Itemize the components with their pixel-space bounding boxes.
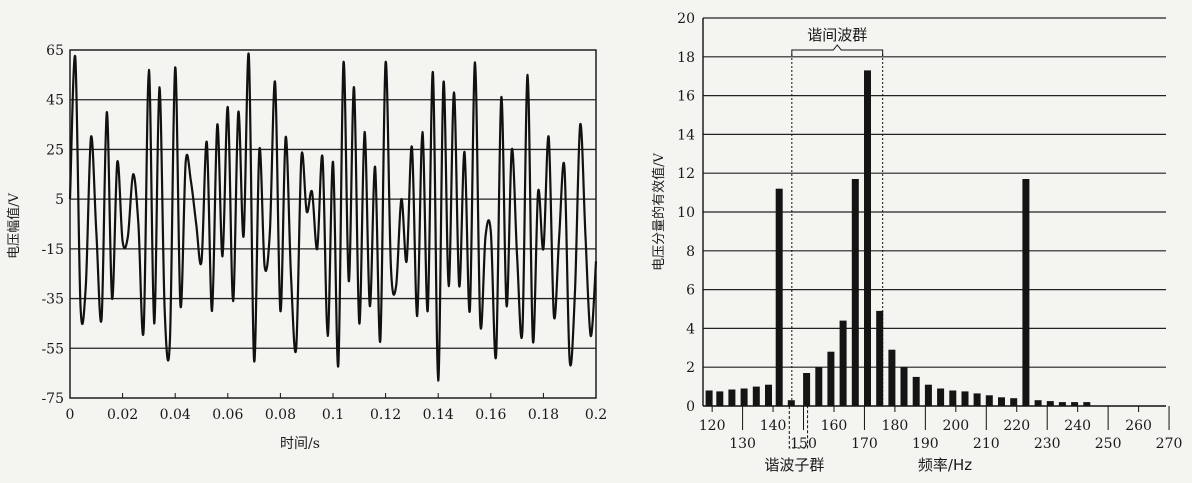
spectrum-x-tick-label: 140 [760, 418, 787, 434]
frequency-spectrum-chart: 0 2 4 6 8 10 12 14 16 18 20 1201301401501601701801… [651, 11, 1182, 474]
harmonic-subgroup-box: 谐波子群 [764, 406, 824, 474]
time-chart-y-tick-label: -75 [41, 391, 64, 407]
spectrum-x-tick-label: 200 [942, 418, 969, 434]
voltage-waveform-line [68, 52, 598, 382]
time-chart-gridlines [70, 99, 596, 349]
spectrum-y-tick-label: 0 [686, 399, 695, 415]
time-chart-y-tick-label: 45 [46, 93, 64, 109]
spectrum-bar [924, 384, 932, 406]
spectrum-y-tick-label: 10 [677, 205, 695, 221]
spectrum-bar [912, 376, 920, 406]
spectrum-chart-gridlines [703, 17, 1166, 368]
spectrum-x-ticks: 1201301401501601701801902002102202302402… [699, 406, 1183, 452]
time-chart-x-tick-label: 0.04 [160, 407, 191, 423]
time-chart-frame [69, 49, 597, 399]
spectrum-bar [876, 310, 884, 406]
time-chart-x-tick-label: 0.18 [528, 407, 559, 423]
spectrum-bar [888, 349, 896, 406]
time-domain-chart: 65 45 25 5 -15 -35 -55 -75 0 0.02 0.04 0.06 0.08 0.1… [6, 43, 607, 452]
spectrum-x-tick-label: 180 [882, 418, 909, 434]
spectrum-bar [803, 373, 811, 406]
spectrum-y-tick-label: 14 [677, 127, 695, 143]
spectrum-bar [900, 367, 908, 406]
spectrum-bar [1071, 402, 1079, 406]
time-chart-x-tick-label: 0.16 [475, 407, 506, 423]
spectrum-bar [815, 367, 823, 406]
spectrum-bar [765, 384, 772, 406]
spectrum-bar [1034, 400, 1042, 406]
spectrum-bar [1058, 402, 1066, 406]
spectrum-bar [827, 351, 835, 406]
spectrum-bar [839, 320, 847, 406]
harmonic-subgroup-label: 谐波子群 [764, 456, 824, 474]
time-chart-x-tick-label: 0 [66, 407, 75, 423]
time-chart-x-tick-label: 0.08 [265, 407, 296, 423]
spectrum-bar [937, 388, 945, 406]
time-chart-y-tick-label: 65 [46, 43, 64, 59]
spectrum-x-tick-label: 130 [729, 436, 756, 452]
spectrum-bar [1046, 401, 1054, 406]
spectrum-x-tick-label: 160 [821, 418, 848, 434]
spectrum-x-tick-label: 270 [1156, 436, 1183, 452]
spectrum-bar [961, 391, 969, 406]
time-chart-x-axis-label: 时间/s [280, 436, 320, 452]
interharmonic-group-box: 谐间波群 [791, 26, 884, 406]
spectrum-bar [985, 395, 993, 406]
time-chart-y-tick-label: -15 [41, 242, 64, 258]
time-chart-x-tick-label: 0.06 [212, 407, 243, 423]
spectrum-x-tick-label: 240 [1064, 418, 1091, 434]
time-chart-x-tick-label: 0.02 [107, 407, 138, 423]
spectrum-y-ticks: 0 2 4 6 8 10 12 14 16 18 20 [677, 11, 695, 415]
spectrum-x-tick-label: 170 [851, 436, 878, 452]
spectrum-y-tick-label: 6 [686, 283, 695, 299]
spectrum-x-tick-label: 190 [912, 436, 939, 452]
spectrum-bar [740, 388, 748, 406]
spectrum-y-tick-label: 18 [677, 50, 695, 66]
spectrum-x-tick-label: 250 [1095, 436, 1122, 452]
interharmonic-group-label: 谐间波群 [807, 26, 867, 44]
spectrum-y-tick-label: 4 [686, 321, 695, 337]
time-chart-y-tick-label: -35 [41, 292, 64, 308]
spectrum-bar [1022, 179, 1030, 406]
spectrum-bar [775, 188, 783, 406]
spectrum-bar [716, 391, 724, 406]
spectrum-bar [787, 400, 795, 406]
spectrum-bars [705, 70, 1091, 407]
spectrum-bar [949, 390, 957, 406]
spectrum-y-tick-label: 8 [686, 244, 695, 260]
spectrum-y-tick-label: 16 [677, 89, 695, 105]
spectrum-bar [752, 386, 760, 406]
time-chart-x-tick-label: 0.12 [370, 407, 401, 423]
spectrum-y-tick-label: 20 [677, 11, 695, 27]
spectrum-bar [973, 393, 981, 406]
spectrum-x-tick-label: 120 [699, 418, 726, 434]
spectrum-bar [1083, 402, 1091, 406]
spectrum-y-axis-label: 电压分量的有效值/V [651, 153, 667, 271]
time-chart-y-tick-label: -55 [41, 341, 64, 357]
spectrum-bar [705, 390, 713, 406]
spectrum-bar [1010, 398, 1018, 406]
time-chart-x-ticks: 0 0.02 0.04 0.06 0.08 0.1 0.12 0.14 0.16 0.18 0.2 [66, 393, 607, 423]
time-chart-x-tick-label: 0.1 [322, 407, 344, 423]
spectrum-x-tick-label: 260 [1125, 418, 1152, 434]
spectrum-x-tick-label: 210 [973, 436, 1000, 452]
time-chart-y-axis-label: 电压幅值/V [6, 193, 22, 259]
spectrum-x-tick-label: 230 [1034, 436, 1061, 452]
spectrum-x-axis-label: 频率/Hz [918, 456, 972, 474]
time-chart-y-ticks: 65 45 25 5 -15 -35 -55 -75 [41, 43, 64, 407]
spectrum-y-tick-label: 12 [677, 166, 695, 182]
spectrum-x-tick-label: 150 [790, 436, 817, 452]
spectrum-bar [998, 397, 1005, 406]
spectrum-y-tick-label: 2 [686, 360, 695, 376]
spectrum-bar [728, 389, 736, 406]
time-chart-x-tick-label: 0.14 [423, 407, 454, 423]
spectrum-bar [851, 179, 859, 406]
time-chart-x-tick-label: 0.2 [585, 407, 607, 423]
time-chart-y-tick-label: 5 [55, 192, 64, 208]
spectrum-bar [864, 70, 871, 407]
spectrum-x-tick-label: 220 [1003, 418, 1030, 434]
time-chart-y-tick-label: 25 [46, 142, 64, 158]
